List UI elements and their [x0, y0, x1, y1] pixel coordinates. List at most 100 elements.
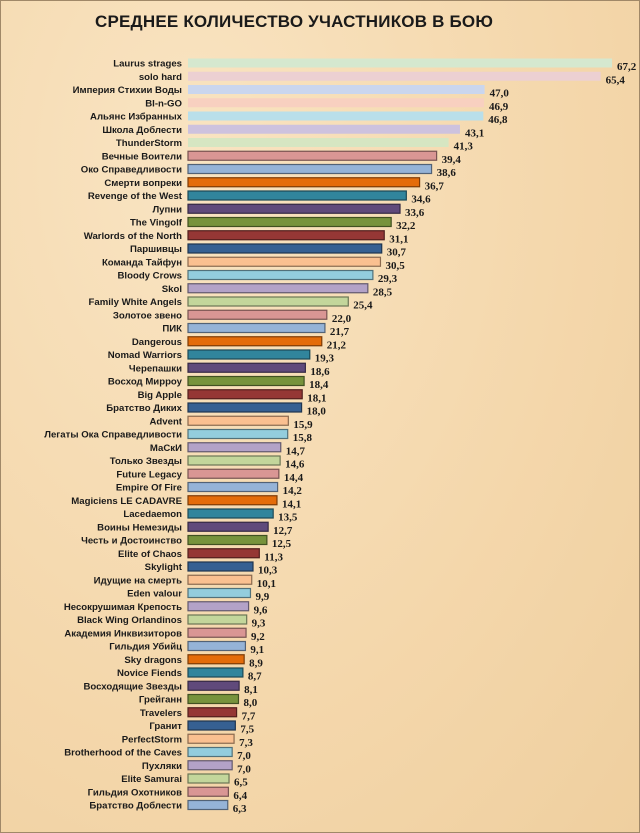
value-label: 21,7: [330, 326, 350, 338]
value-label: 46,8: [488, 114, 508, 126]
value-label: 22,0: [332, 313, 352, 325]
category-label: Паршивцы: [130, 244, 182, 255]
category-label: Advent: [149, 416, 182, 427]
category-label: Идущие на смерть: [94, 575, 182, 586]
value-label: 39,4: [442, 154, 462, 166]
bar: [187, 773, 230, 784]
value-label: 15,8: [293, 432, 313, 444]
value-label: 46,9: [489, 101, 509, 113]
category-label: Brotherhood of the Caves: [64, 748, 182, 759]
bar: [187, 468, 280, 479]
category-label: Око Справедливости: [81, 165, 182, 176]
value-label: 7,7: [242, 710, 256, 722]
category-label: Гильдия Убийц: [109, 642, 182, 653]
bar: [187, 495, 278, 506]
value-label: 38,6: [437, 167, 457, 179]
value-label: 34,6: [411, 194, 431, 206]
category-label: Warlords of the North: [84, 231, 182, 242]
value-label: 30,7: [387, 247, 407, 259]
category-label: Family White Angels: [89, 297, 182, 308]
bar: [187, 481, 279, 493]
category-label: Dangerous: [132, 337, 182, 348]
bar: [187, 534, 268, 546]
category-label: Академия Инквизиторов: [64, 628, 182, 639]
bar: [187, 640, 247, 652]
value-label: 18,6: [310, 366, 330, 378]
category-label: solo hard: [139, 72, 182, 83]
bar: [187, 521, 269, 532]
bar: [187, 680, 240, 691]
bar: [187, 336, 323, 347]
value-label: 14,7: [286, 445, 306, 457]
bar: [188, 98, 484, 108]
value-label: 11,3: [264, 551, 283, 563]
value-label: 12,5: [272, 538, 292, 550]
category-label: Revenge of the West: [88, 191, 183, 202]
bar: [188, 58, 613, 68]
value-label: 8,1: [244, 684, 258, 696]
category-label: Sky dragons: [124, 655, 182, 666]
bar: [187, 574, 253, 585]
bar: [187, 587, 252, 599]
value-label: 14,4: [284, 472, 304, 484]
category-label: Skylight: [145, 562, 183, 573]
bar: [187, 150, 438, 161]
value-label: 6,4: [233, 790, 247, 802]
bar: [187, 428, 289, 440]
value-label: 14,1: [282, 498, 301, 510]
bar: [187, 269, 374, 281]
bar: [187, 190, 407, 201]
category-label: Братство Доблести: [89, 801, 182, 812]
value-label: 41,3: [454, 141, 474, 153]
value-label: 7,0: [237, 763, 251, 775]
value-label: 43,1: [465, 127, 484, 139]
category-label: Грейганн: [139, 695, 182, 706]
bar: [188, 71, 601, 81]
value-label: 19,3: [315, 353, 335, 365]
bar: [187, 230, 385, 241]
value-label: 9,1: [250, 644, 264, 656]
value-label: 12,7: [273, 525, 293, 537]
bar: [187, 442, 282, 453]
bar: [187, 561, 254, 572]
bar: [187, 402, 303, 413]
category-label: Travelers: [140, 708, 182, 719]
category-label: Только Звезды: [110, 456, 182, 467]
category-label: Гильдия Охотников: [88, 787, 182, 798]
category-label: Laurus strages: [113, 59, 182, 70]
bar: [187, 508, 274, 519]
value-label: 10,3: [258, 565, 278, 577]
bar: [187, 163, 433, 175]
bar: [187, 415, 289, 426]
bar: [187, 349, 311, 360]
category-label: The Vingolf: [130, 218, 183, 229]
bar: [187, 455, 281, 466]
category-label: Воины Немезиды: [97, 522, 182, 533]
value-label: 28,5: [373, 286, 393, 298]
chart-title: СРЕДНЕЕ КОЛИЧЕСТВО УЧАСТНИКОВ В БОЮ: [95, 12, 494, 31]
category-label: BI-n-GO: [145, 98, 182, 109]
bar: [187, 733, 235, 744]
value-label: 8,9: [249, 657, 263, 669]
bar: [187, 799, 229, 811]
bar: [187, 786, 229, 797]
value-label: 8,0: [243, 697, 257, 709]
bar: [187, 296, 349, 307]
category-label: Смерти вопреки: [104, 178, 182, 189]
bar: [187, 309, 328, 320]
bar: [187, 601, 250, 612]
value-label: 7,5: [240, 724, 254, 736]
category-label: Легаты Ока Справедливости: [44, 430, 182, 441]
category-label: Империя Стихии Воды: [73, 85, 182, 96]
bar: [188, 85, 485, 94]
category-label: Magiciens LE CADAVRE: [71, 496, 182, 507]
bar: [187, 216, 392, 228]
bar: [187, 177, 421, 188]
value-label: 18,4: [309, 379, 329, 391]
bar: [187, 654, 245, 665]
bar: [187, 243, 383, 254]
category-label: Novice Fiends: [117, 668, 182, 679]
bar: [187, 693, 240, 705]
bar: [187, 548, 260, 559]
